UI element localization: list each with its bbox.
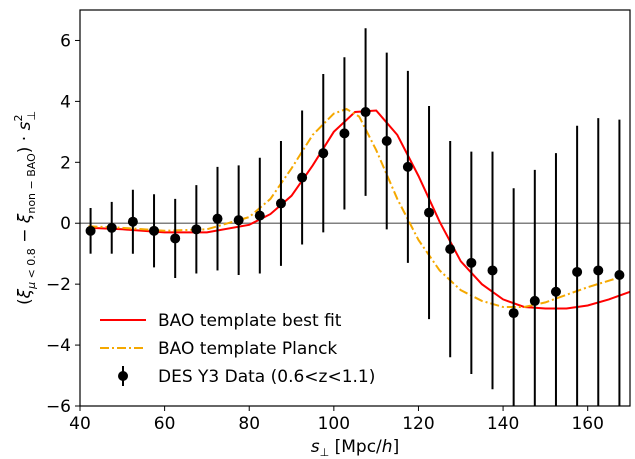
data-point (466, 257, 477, 268)
x-tick-label: 40 (69, 414, 91, 434)
data-point (445, 244, 456, 255)
data-point (339, 128, 350, 139)
plot-area (80, 107, 630, 310)
data-point (106, 222, 117, 233)
y-tick-label: −2 (46, 275, 71, 295)
data-point (529, 295, 540, 306)
legend: BAO template best fit BAO template Planc… (100, 311, 375, 387)
data-point (424, 207, 435, 218)
data-point (212, 213, 223, 224)
plot-frame (79, 9, 631, 407)
y-tick-label: 0 (60, 214, 71, 234)
x-tick-label: 100 (318, 414, 350, 434)
legend-label-planck: BAO template Planck (158, 339, 337, 359)
data-point (593, 265, 604, 276)
svg-text:s⊥ [Mpc/h]: s⊥ [Mpc/h] (311, 437, 399, 459)
data-point (487, 265, 498, 276)
data-point (508, 308, 519, 319)
y-tick-label: −6 (46, 397, 71, 417)
data-point (275, 198, 286, 209)
data-point (614, 270, 625, 281)
x-tick-label: 120 (402, 414, 434, 434)
svg-text:(ξμ < 0.8 − ξnon − BAO) · s2⊥: (ξμ < 0.8 − ξnon − BAO) · s2⊥ (12, 111, 38, 305)
data-point (149, 225, 160, 236)
x-axis-label: s⊥ [Mpc/h] (311, 437, 399, 459)
legend-label-best-fit: BAO template best fit (158, 311, 342, 331)
data-point (233, 215, 244, 226)
x-tick-label: 140 (487, 414, 519, 434)
y-tick-label: 6 (60, 31, 71, 51)
data-point (127, 216, 138, 227)
axes: 40 60 80 100 120 140 160 −6 −4 −2 0 2 4 6 (46, 31, 604, 434)
y-tick-label: 2 (60, 153, 71, 173)
data-points (85, 28, 625, 406)
data-point (170, 233, 181, 244)
data-point (402, 161, 413, 172)
y-axis-label: (ξμ < 0.8 − ξnon − BAO) · s2⊥ (12, 111, 38, 305)
series-line-best-fit (88, 109, 630, 310)
data-point (85, 225, 96, 236)
data-point (191, 224, 202, 235)
data-point (254, 210, 265, 221)
x-tick-label: 60 (154, 414, 176, 434)
legend-label-data: DES Y3 Data (0.6<z<1.1) (158, 367, 375, 387)
legend-swatch-data-marker (118, 371, 128, 381)
data-point (381, 135, 392, 146)
x-tick-label: 80 (238, 414, 260, 434)
x-tick-label: 160 (571, 414, 603, 434)
y-tick-label: −4 (46, 336, 71, 356)
data-point (360, 107, 371, 118)
y-tick-label: 4 (60, 92, 71, 112)
data-point (572, 266, 583, 277)
data-point (550, 286, 561, 297)
series-line-planck (88, 107, 618, 308)
data-point (318, 148, 329, 159)
data-point (297, 172, 308, 183)
